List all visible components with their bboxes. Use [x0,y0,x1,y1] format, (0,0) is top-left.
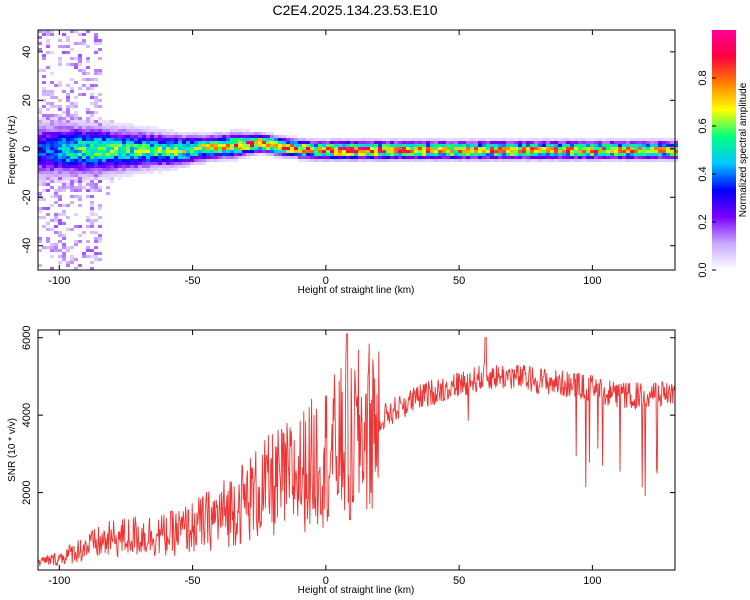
colorbar-label: Normalized spectral amplitude [738,82,749,217]
snr-series [38,333,675,567]
y-tick-label: 4000 [21,403,33,427]
snr-y-axis: 2000 4000 6000 [21,325,675,505]
y-tick-label: 0 [21,146,33,152]
spectrogram-x-label: Height of straight line (km) [298,285,415,296]
colorbar: 0.0 0.2 0.4 0.6 0.8 Normalized spectral ampl… [697,30,749,278]
x-tick-label: -50 [185,275,201,287]
y-tick-label: -40 [21,238,33,254]
colorbar-tick-label: 0.4 [697,166,709,181]
x-tick-label: -100 [48,575,70,587]
x-tick-label: 100 [583,575,601,587]
y-tick-label: 2000 [21,480,33,504]
y-tick-label: 20 [21,94,33,106]
y-tick-label: 40 [21,46,33,58]
snr-x-label: Height of straight line (km) [298,585,415,596]
spectrogram-y-label: Frequency (Hz) [7,116,18,185]
figure-title: C2E4.2025.134.23.53.E10 [272,2,437,18]
x-tick-label: 100 [583,275,601,287]
y-tick-label: -20 [21,189,33,205]
colorbar-tick-label: 0.8 [697,70,709,85]
spectrogram-panel: -100 -50 0 50 100 -40 -20 0 20 40 Height of stra… [7,29,678,296]
x-tick-label: 50 [453,275,465,287]
colorbar-gradient [712,30,736,270]
colorbar-tick-label: 0.0 [697,262,709,277]
y-tick-label: 6000 [21,325,33,349]
snr-x-axis: -100 -50 0 50 100 [48,330,602,587]
x-tick-label: 0 [323,275,329,287]
colorbar-ticks: 0.0 0.2 0.4 0.6 0.8 [697,70,716,278]
x-tick-label: -50 [185,575,201,587]
x-tick-label: 50 [453,575,465,587]
spectrogram-x-axis: -100 -50 0 50 100 [48,30,602,287]
spectrogram-y-axis: -40 -20 0 20 40 [21,46,675,254]
colorbar-tick-label: 0.2 [697,214,709,229]
snr-y-label: SNR (10 * v/v) [7,418,18,482]
snr-line [38,333,675,567]
colorbar-tick-label: 0.6 [697,118,709,133]
x-tick-label: -100 [48,275,70,287]
x-tick-label: 0 [323,575,329,587]
snr-panel: -100 -50 0 50 100 2000 4000 6000 Height of str… [7,325,676,596]
snr-frame [37,329,676,571]
spectrogram-frame [37,29,676,271]
spectrogram-heatmap [38,30,678,270]
